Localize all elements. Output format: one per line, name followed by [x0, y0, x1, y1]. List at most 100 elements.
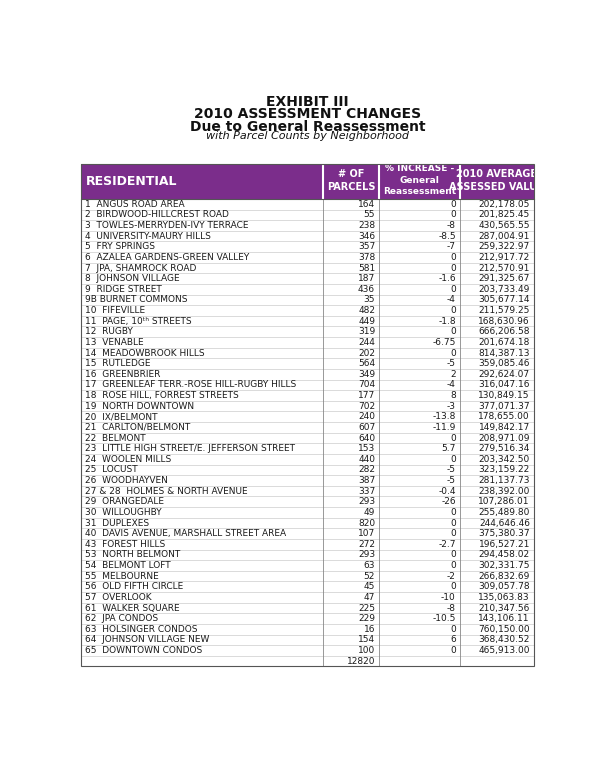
- Text: 5.7: 5.7: [442, 444, 455, 453]
- Text: 259,322.97: 259,322.97: [479, 242, 530, 251]
- Bar: [81, 465, 534, 475]
- Text: 55  MELBOURNE: 55 MELBOURNE: [85, 571, 159, 581]
- Text: 291,325.67: 291,325.67: [479, 274, 530, 283]
- Text: 581: 581: [358, 264, 375, 273]
- Text: 23  LITTLE HIGH STREET/E. JEFFERSON STREET: 23 LITTLE HIGH STREET/E. JEFFERSON STREE…: [85, 444, 295, 453]
- Text: 35: 35: [364, 296, 375, 304]
- Bar: [81, 252, 534, 263]
- Bar: [81, 529, 534, 539]
- Text: 449: 449: [358, 316, 375, 326]
- Text: 25  LOCUST: 25 LOCUST: [85, 466, 138, 474]
- Text: 210,347.56: 210,347.56: [479, 604, 530, 613]
- Bar: [81, 326, 534, 337]
- Text: 0: 0: [450, 646, 455, 655]
- Text: 319: 319: [358, 327, 375, 336]
- Text: 346: 346: [358, 231, 375, 241]
- Text: 53  NORTH BELMONT: 53 NORTH BELMONT: [85, 551, 181, 559]
- Bar: [81, 614, 534, 624]
- Bar: [81, 241, 534, 252]
- Text: 323,159.22: 323,159.22: [479, 466, 530, 474]
- Bar: [81, 433, 534, 444]
- Text: 43  FOREST HILLS: 43 FOREST HILLS: [85, 540, 166, 548]
- Text: % INCREASE -
General
Reassessment: % INCREASE - General Reassessment: [383, 165, 456, 195]
- Text: 281,137.73: 281,137.73: [478, 476, 530, 485]
- Bar: [81, 164, 534, 199]
- Bar: [81, 496, 534, 507]
- Text: 368,430.52: 368,430.52: [479, 636, 530, 644]
- Text: 168,630.96: 168,630.96: [478, 316, 530, 326]
- Text: 12820: 12820: [347, 656, 375, 666]
- Text: 440: 440: [358, 455, 375, 463]
- Text: 430,565.55: 430,565.55: [478, 221, 530, 230]
- Text: 100: 100: [358, 646, 375, 655]
- Text: 244: 244: [358, 338, 375, 347]
- Text: 279,516.34: 279,516.34: [479, 444, 530, 453]
- Text: 211,579.25: 211,579.25: [479, 306, 530, 315]
- Text: 482: 482: [358, 306, 375, 315]
- Text: 16  GREENBRIER: 16 GREENBRIER: [85, 370, 160, 378]
- Text: 40  DAVIS AVENUE, MARSHALL STREET AREA: 40 DAVIS AVENUE, MARSHALL STREET AREA: [85, 529, 286, 538]
- Text: 64  JOHNSON VILLAGE NEW: 64 JOHNSON VILLAGE NEW: [85, 636, 209, 644]
- Text: 0: 0: [450, 529, 455, 538]
- Text: 0: 0: [450, 200, 455, 209]
- Text: with Parcel Counts by Neighborhood: with Parcel Counts by Neighborhood: [206, 131, 409, 141]
- Bar: [81, 475, 534, 486]
- Text: 27 & 28  HOLMES & NORTH AVENUE: 27 & 28 HOLMES & NORTH AVENUE: [85, 486, 248, 496]
- Text: 17  GREENLEAF TERR.-ROSE HILL-RUGBY HILLS: 17 GREENLEAF TERR.-ROSE HILL-RUGBY HILLS: [85, 381, 296, 389]
- Text: 143,106.11: 143,106.11: [478, 614, 530, 624]
- Text: 30  WILLOUGHBY: 30 WILLOUGHBY: [85, 508, 162, 517]
- Text: 6: 6: [450, 636, 455, 644]
- Text: 0: 0: [450, 253, 455, 262]
- Text: 55: 55: [364, 211, 375, 219]
- Text: 11  PAGE, 10ᵗʰ STREETS: 11 PAGE, 10ᵗʰ STREETS: [85, 316, 192, 326]
- Text: 564: 564: [358, 359, 375, 368]
- Bar: [81, 507, 534, 518]
- Text: 359,085.46: 359,085.46: [478, 359, 530, 368]
- Text: 337: 337: [358, 486, 375, 496]
- Text: 61  WALKER SQUARE: 61 WALKER SQUARE: [85, 604, 180, 613]
- Text: 292,624.07: 292,624.07: [479, 370, 530, 378]
- Text: 22  BELMONT: 22 BELMONT: [85, 434, 146, 443]
- Text: 177: 177: [358, 391, 375, 400]
- Bar: [81, 369, 534, 380]
- Bar: [81, 444, 534, 454]
- Text: 760,150.00: 760,150.00: [478, 625, 530, 633]
- Text: -5: -5: [446, 466, 455, 474]
- Text: 0: 0: [450, 434, 455, 443]
- Text: 62  JPA CONDOS: 62 JPA CONDOS: [85, 614, 158, 624]
- Text: 196,527.21: 196,527.21: [479, 540, 530, 548]
- Text: 107,286.01: 107,286.01: [478, 497, 530, 506]
- Bar: [81, 571, 534, 581]
- Text: 238: 238: [358, 221, 375, 230]
- Text: 63: 63: [364, 561, 375, 570]
- Text: 309,057.78: 309,057.78: [478, 582, 530, 591]
- Text: 0: 0: [450, 625, 455, 633]
- Text: 202,178.05: 202,178.05: [479, 200, 530, 209]
- Bar: [81, 624, 534, 634]
- Text: EXHIBIT III: EXHIBIT III: [266, 95, 349, 109]
- Text: -0.4: -0.4: [438, 486, 455, 496]
- Text: 377,071.37: 377,071.37: [478, 401, 530, 411]
- Bar: [81, 581, 534, 592]
- Text: -2: -2: [447, 571, 455, 581]
- Text: 208,971.09: 208,971.09: [478, 434, 530, 443]
- Text: 0: 0: [450, 349, 455, 358]
- Bar: [81, 199, 534, 210]
- Text: -4: -4: [447, 381, 455, 389]
- Text: -1.8: -1.8: [438, 316, 455, 326]
- Text: 302,331.75: 302,331.75: [478, 561, 530, 570]
- Text: 63  HOLSINGER CONDOS: 63 HOLSINGER CONDOS: [85, 625, 197, 633]
- Text: 212,570.91: 212,570.91: [479, 264, 530, 273]
- Text: -8: -8: [446, 604, 455, 613]
- Text: 378: 378: [358, 253, 375, 262]
- Text: 154: 154: [358, 636, 375, 644]
- Text: 349: 349: [358, 370, 375, 378]
- Bar: [81, 603, 534, 614]
- Text: 130,849.15: 130,849.15: [478, 391, 530, 400]
- Bar: [81, 486, 534, 496]
- Text: -13.8: -13.8: [433, 412, 455, 421]
- Bar: [81, 645, 534, 656]
- Text: -10: -10: [441, 593, 455, 602]
- Text: 244,646.46: 244,646.46: [479, 519, 530, 528]
- Text: 316,047.16: 316,047.16: [478, 381, 530, 389]
